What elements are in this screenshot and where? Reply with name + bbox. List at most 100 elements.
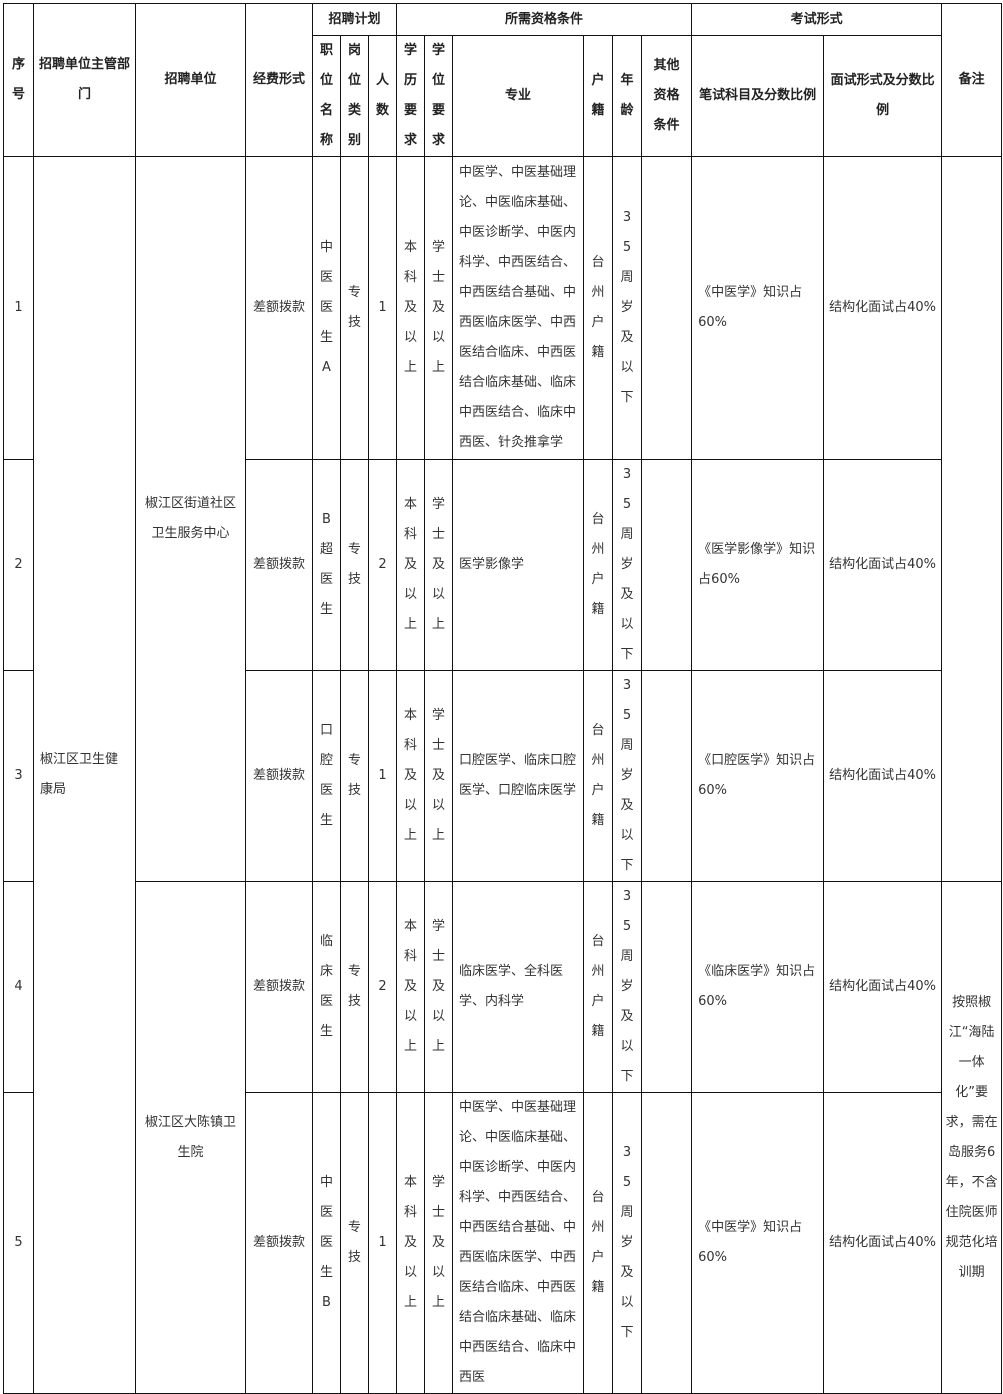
other-cell <box>640 156 693 460</box>
interview-cell: 结构化面试占40% <box>823 1092 943 1394</box>
post-type-cell: 专技 <box>340 459 369 671</box>
hukou-cell-text: 台州户籍 <box>591 255 605 360</box>
table-row: 3 差额拨款 口腔医生 专技 1 本科及以上 学士及以上 口腔医学、临床口腔医学、口腔临床医学… <box>3 670 1002 882</box>
position-cell-text: 口腔医生 <box>319 723 333 828</box>
header-dept: 招聘单位主管部门 <box>33 3 136 157</box>
degree-cell: 学士及以上 <box>424 670 453 882</box>
post-type-cell-text: 专技 <box>347 285 361 330</box>
major-cell: 中医学、中医基础理论、中医临床基础、中医诊断学、中医内科学、中西医结合、中西医结… <box>452 156 584 460</box>
header-plan: 招聘计划 <box>312 3 397 36</box>
degree-cell: 学士及以上 <box>424 881 453 1093</box>
header-exam: 考试形式 <box>691 3 943 36</box>
table-row: 2 差额拨款 B超医生 专技 2 本科及以上 学士及以上 医学影像学 台州户籍 35周岁及以下 《医… <box>3 459 1002 671</box>
unit-cell: 椒江区街道社区卫生服务中心 <box>135 156 246 882</box>
header-interview: 面试形式及分数比例 <box>823 35 943 157</box>
post-type-cell: 专技 <box>340 881 369 1093</box>
funding-cell: 差额拨款 <box>245 156 313 460</box>
other-cell <box>640 881 693 1093</box>
interview-cell: 结构化面试占40% <box>823 881 943 1093</box>
interview-cell: 结构化面试占40% <box>823 459 943 671</box>
seq-cell: 2 <box>3 459 34 671</box>
header-post-type: 岗位类别 <box>340 35 369 157</box>
interview-cell: 结构化面试占40% <box>823 156 943 460</box>
hukou-cell-text: 台州户籍 <box>591 512 605 617</box>
seq-cell: 1 <box>3 156 34 460</box>
education-cell: 本科及以上 <box>396 459 425 671</box>
hukou-cell: 台州户籍 <box>583 670 613 882</box>
header-education: 学历要求 <box>396 35 425 157</box>
header-age: 年龄 <box>612 35 642 157</box>
age-cell-text: 35周岁及以下 <box>620 889 634 1084</box>
major-cell: 临床医学、全科医学、内科学 <box>452 881 584 1093</box>
position-cell-text: B超医生 <box>319 512 333 617</box>
major-cell: 中医学、中医基础理论、中医临床基础、中医诊断学、中医内科学、中西医结合、中西医结… <box>452 1092 584 1394</box>
position-cell: 口腔医生 <box>312 670 341 882</box>
position-cell-text: 中医医生B <box>319 1175 333 1310</box>
header-hukou: 户籍 <box>583 35 613 157</box>
count-cell: 1 <box>368 1092 397 1394</box>
position-cell: 中医医生A <box>312 156 341 460</box>
written-exam-cell: 《中医学》知识占60% <box>691 156 825 460</box>
unit-cell: 椒江区大陈镇卫生院 <box>135 881 246 1394</box>
degree-cell-text: 学士及以上 <box>431 708 445 843</box>
seq-cell: 4 <box>3 881 34 1093</box>
header-unit: 招聘单位 <box>135 3 246 157</box>
position-cell: 临床医生 <box>312 881 341 1093</box>
funding-cell: 差额拨款 <box>245 881 313 1093</box>
education-cell: 本科及以上 <box>396 881 425 1093</box>
remark-cell: 按照椒江“海陆一体化”要求，需在岛服务6年，不含住院医师规范化培训期 <box>941 881 1003 1394</box>
age-cell-text: 35周岁及以下 <box>620 210 634 405</box>
education-cell-text: 本科及以上 <box>403 708 417 843</box>
education-cell-text: 本科及以上 <box>403 497 417 632</box>
header-remark: 备注 <box>941 3 1003 157</box>
position-cell-text: 临床医生 <box>319 934 333 1039</box>
header-funding: 经费形式 <box>245 3 313 157</box>
age-cell: 35周岁及以下 <box>612 459 642 671</box>
post-type-cell-text: 专技 <box>347 964 361 1009</box>
remark-cell <box>941 156 1003 882</box>
header-qualifications: 所需资格条件 <box>395 3 693 36</box>
count-cell: 1 <box>368 156 397 460</box>
degree-cell: 学士及以上 <box>424 459 453 671</box>
position-cell-text: 中医医生A <box>319 240 333 375</box>
age-cell-text: 35周岁及以下 <box>620 1145 634 1340</box>
age-cell: 35周岁及以下 <box>612 1092 642 1394</box>
interview-cell: 结构化面试占40% <box>823 670 943 882</box>
major-cell: 医学影像学 <box>452 459 584 671</box>
other-cell <box>640 670 693 882</box>
education-cell: 本科及以上 <box>396 156 425 460</box>
degree-cell-text: 学士及以上 <box>431 919 445 1054</box>
age-cell-text: 35周岁及以下 <box>620 467 634 662</box>
recruitment-table: 序号 招聘单位主管部门 招聘单位 经费形式 招聘计划 所需资格条件 考试形式 备… <box>3 3 1003 1394</box>
table-row: 1 椒江区卫生健康局 椒江区街道社区卫生服务中心 差额拨款 中医医生A 专技 1 本科及以上学… <box>3 156 1003 1394</box>
degree-cell-text: 学士及以上 <box>431 1175 445 1310</box>
written-exam-cell: 《医学影像学》知识占60% <box>691 459 825 671</box>
degree-cell: 学士及以上 <box>424 1092 453 1394</box>
major-cell: 口腔医学、临床口腔医学、口腔临床医学 <box>452 670 584 882</box>
table-row: 4 椒江区大陈镇卫生院 差额拨款 临床医生 专技 2 本科及以上 学士及以上 临床医学、全科医学… <box>3 881 1003 1394</box>
degree-cell: 学士及以上 <box>424 156 453 460</box>
hukou-cell: 台州户籍 <box>583 156 613 460</box>
age-cell: 35周岁及以下 <box>612 156 642 460</box>
education-cell-text: 本科及以上 <box>403 919 417 1054</box>
post-type-cell-text: 专技 <box>347 753 361 798</box>
position-cell: 中医医生B <box>312 1092 341 1394</box>
written-exam-cell: 《中医学》知识占60% <box>691 1092 825 1394</box>
education-cell-text: 本科及以上 <box>403 1175 417 1310</box>
other-cell <box>640 1092 693 1394</box>
age-cell: 35周岁及以下 <box>612 670 642 882</box>
header-other: 其他资格条件 <box>640 35 693 157</box>
hukou-cell: 台州户籍 <box>583 1092 613 1394</box>
written-exam-cell: 《口腔医学》知识占60% <box>691 670 825 882</box>
degree-cell-text: 学士及以上 <box>431 240 445 375</box>
funding-cell: 差额拨款 <box>245 459 313 671</box>
dept-cell: 椒江区卫生健康局 <box>33 156 136 1394</box>
count-cell: 1 <box>368 670 397 882</box>
education-cell: 本科及以上 <box>396 670 425 882</box>
header-count: 人数 <box>368 35 397 157</box>
hukou-cell-text: 台州户籍 <box>591 1190 605 1295</box>
hukou-cell-text: 台州户籍 <box>591 934 605 1039</box>
written-exam-cell: 《临床医学》知识占60% <box>691 881 825 1093</box>
education-cell-text: 本科及以上 <box>403 240 417 375</box>
funding-cell: 差额拨款 <box>245 670 313 882</box>
